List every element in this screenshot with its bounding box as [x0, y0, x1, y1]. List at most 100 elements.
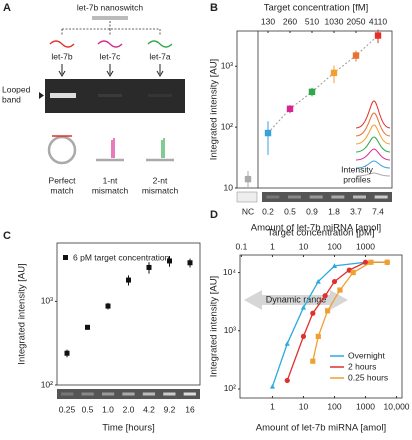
x-tick-label: 10,000 [384, 401, 410, 411]
marker [315, 333, 321, 339]
x-tick-label: 9.2 [164, 404, 176, 414]
trend-line [267, 35, 379, 134]
gel-band [331, 195, 345, 199]
x-tick-label: 0.5 [82, 404, 94, 414]
gel-strip [262, 192, 392, 202]
outcome-label: mismatch [92, 185, 129, 195]
gel-band [148, 94, 172, 97]
plot-frame [239, 254, 403, 399]
probe-label: let-7a [149, 51, 171, 61]
legend-label: 6 pM target concentration [73, 252, 170, 262]
intensity-profile [355, 112, 391, 137]
panel-label: C [3, 230, 11, 242]
intensity-profile [355, 148, 391, 161]
marker [300, 304, 307, 310]
x-tick-label: 1 [270, 401, 275, 411]
marker [384, 259, 390, 265]
marker [85, 324, 90, 330]
top-axis-label: Target concentration [pM] [267, 228, 374, 239]
panel-label: A [3, 2, 11, 14]
top-tick-label: 510 [305, 16, 319, 26]
gel-band [101, 392, 115, 396]
top-tick-label: 130 [261, 16, 275, 26]
marker [352, 52, 360, 59]
marker [264, 129, 272, 137]
gel-band [309, 195, 323, 199]
diagram-title: let-7b nanoswitch [77, 2, 143, 12]
gel-label: Looped [2, 84, 31, 94]
marker [146, 264, 152, 270]
intensity-profile [355, 100, 391, 129]
marker [325, 308, 331, 314]
x-axis-label: Time [hours] [102, 423, 154, 434]
marker [284, 341, 290, 346]
panel-label: D [210, 209, 218, 221]
arrows [58, 64, 164, 77]
outcome-label: mismatch [142, 185, 179, 195]
plot-frame [236, 30, 393, 189]
x-tick-label: 1.8 [328, 206, 340, 216]
marker [374, 32, 382, 39]
y-axis-label: Integrated intensity [AU] [209, 276, 220, 377]
y-axis-label: Integrated intensity [AU] [17, 263, 28, 364]
tree [61, 21, 161, 36]
top-axis-label: Target concentration [fM] [264, 3, 369, 14]
probe-label: let-7c [100, 51, 122, 61]
marker [269, 383, 276, 389]
x-tick-label: 100 [327, 401, 341, 411]
marker [308, 88, 316, 96]
gel-band [142, 392, 156, 396]
gel-band [183, 392, 196, 396]
x-tick-label: 2.0 [123, 404, 135, 414]
intensity-profile [355, 172, 391, 177]
nanoswitch-icon [92, 16, 128, 20]
y-tick-label: 10³ [41, 296, 53, 306]
legend-label: 0.25 hours [348, 372, 388, 382]
intensity-profile [355, 124, 391, 145]
gel-label: band [2, 94, 21, 104]
top-tick-label: 260 [283, 16, 297, 26]
legend-label: 2 hours [348, 361, 376, 371]
marker [350, 269, 356, 276]
x-tick-label: NC [242, 206, 254, 216]
marker [300, 333, 307, 339]
x-tick-label: 1.0 [102, 404, 114, 414]
annotation: profiles [343, 174, 370, 184]
x-tick-label: 16 [185, 404, 195, 414]
x-tick-label: 7.4 [372, 206, 384, 216]
top-tick-label: 1000 [356, 241, 375, 251]
gel-band [50, 93, 76, 98]
gel-band [374, 195, 388, 199]
x-tick-label: 0.9 [306, 206, 318, 216]
gel-band [353, 195, 366, 199]
legend-marker [63, 255, 68, 260]
top-tick-label: 2050 [347, 16, 366, 26]
top-tick-label: 0.1 [236, 241, 248, 251]
marker [167, 258, 172, 264]
gel-band [163, 392, 176, 396]
y-tick-label: 10³ [221, 61, 233, 71]
probe-label: let-7b [51, 51, 73, 61]
top-tick-label: 4110 [369, 16, 388, 26]
series-line [286, 261, 388, 381]
marker [64, 350, 70, 356]
outcome-label: Perfect [49, 175, 77, 185]
y-tick-label: 10² [41, 379, 53, 389]
marker [330, 69, 338, 77]
annotation: Dynamic range [266, 294, 327, 304]
marker [368, 259, 374, 265]
outcome-label: 1-nt [103, 175, 118, 185]
band-marker [39, 92, 44, 99]
probes [49, 40, 173, 48]
outcome-label: 2-nt [153, 175, 168, 185]
marker [126, 277, 131, 283]
x-axis-label: Amount of let-7b miRNA [amol] [251, 223, 381, 234]
gel-band [98, 94, 122, 97]
marker [284, 377, 290, 384]
gel-band [81, 392, 94, 396]
y-tick-label: 10 [224, 182, 234, 192]
plot-frame [56, 242, 201, 386]
gel-band [61, 392, 74, 396]
